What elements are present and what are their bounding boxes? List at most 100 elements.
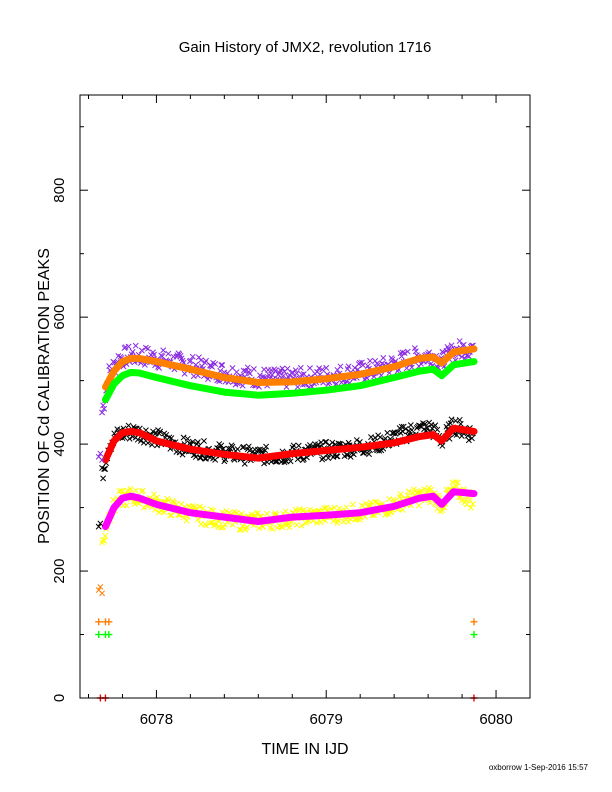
scatter-point-purple <box>219 362 226 368</box>
scatter-point-yellow <box>454 479 461 486</box>
scatter-point-black <box>376 447 383 454</box>
scatter-point-yellow <box>243 524 250 531</box>
scatter-point-yellow <box>272 510 279 517</box>
scatter-point-black <box>290 442 297 449</box>
scatter-point-yellow <box>349 501 356 508</box>
scatter-point-purple <box>156 364 163 371</box>
scatter-point-purple <box>323 364 330 371</box>
scatter-point-purple <box>138 347 145 354</box>
scatter-point-purple <box>306 365 313 372</box>
scatter-point-yellow <box>264 510 271 517</box>
scatter-point-black <box>422 420 429 427</box>
scatter-point-purple <box>189 353 196 360</box>
scatter-point-yellow <box>463 501 470 508</box>
scatter-point-yellow <box>439 507 446 514</box>
scatter-point-yellow <box>102 532 109 539</box>
x-axis-label: TIME IN IJD <box>261 741 348 758</box>
y-tick-label: 800 <box>51 178 68 203</box>
scatter-point-purple <box>218 362 225 369</box>
scatter-point-black <box>325 455 332 462</box>
y-tick-label: 400 <box>51 432 68 457</box>
scatter-point-black <box>432 422 439 429</box>
scatter-point-black <box>240 443 247 450</box>
scatter-point-yellow <box>276 522 283 529</box>
scatter-point-yellow <box>374 499 381 506</box>
fit-line-magenta <box>102 488 478 531</box>
scatter-point-black <box>320 454 327 461</box>
scatter-point-yellow <box>218 524 225 531</box>
scatter-point-black <box>263 443 270 450</box>
scatter-point-purple <box>97 450 104 457</box>
scatter-point-black <box>189 438 196 445</box>
scatter-point-purple <box>293 370 300 377</box>
scatter-point-purple <box>99 409 106 416</box>
scatter-point-black <box>184 435 191 442</box>
fit-line-red <box>102 424 478 464</box>
scatter-point-purple <box>401 350 408 357</box>
scatter-point-black <box>344 452 351 458</box>
scatter-point-black <box>377 434 384 441</box>
scatter-point-black <box>468 435 475 442</box>
scatter-point-purple <box>297 364 304 371</box>
scatter-point-yellow <box>139 487 146 494</box>
scatter-point-yellow <box>237 526 244 533</box>
scatter-point-black <box>434 426 441 433</box>
scatter-point-black <box>180 434 187 441</box>
scatter-point-yellow <box>427 499 434 506</box>
scatter-point-black <box>287 458 294 465</box>
scatter-point-yellow <box>404 492 411 499</box>
scatter-point-yellow <box>196 503 203 510</box>
scatter-point-purple <box>337 363 344 370</box>
scatter-point-purple <box>151 351 157 358</box>
scatter-point-purple <box>319 366 326 373</box>
scatter-point-purple <box>250 366 257 372</box>
scatter-point-yellow <box>293 521 300 528</box>
scatter-point-purple <box>195 354 202 361</box>
scatter-point-yellow <box>363 500 369 507</box>
scatter-point-purple <box>292 367 299 374</box>
scatter-point-purple <box>440 349 447 356</box>
plus-point-orange <box>95 618 103 626</box>
scatter-point-black <box>125 422 132 429</box>
scatter-point-black <box>294 456 301 463</box>
scatter-point-black <box>97 520 104 527</box>
scatter-point-black <box>202 455 208 462</box>
scatter-point-purple <box>448 342 455 349</box>
scatter-point-yellow <box>161 509 168 516</box>
scatter-point-purple <box>359 362 366 369</box>
scatter-point-orange <box>99 590 106 597</box>
plus-point-orange <box>105 618 113 626</box>
fit-line-orange <box>102 345 478 391</box>
scatter-point-purple <box>144 345 151 352</box>
scatter-point-yellow <box>335 517 342 524</box>
scatter-point-black <box>322 439 329 446</box>
scatter-point-yellow <box>260 524 267 530</box>
scatter-point-purple <box>125 343 132 350</box>
scatter-point-yellow <box>321 505 328 512</box>
plus-point-green <box>470 631 478 639</box>
scatter-point-black <box>101 465 108 472</box>
scatter-point-purple <box>129 348 136 355</box>
scatter-point-yellow <box>279 524 286 531</box>
scatter-point-yellow <box>298 522 305 529</box>
scatter-point-purple <box>279 365 286 372</box>
scatter-point-black <box>329 439 336 446</box>
scatter-point-purple <box>380 354 387 361</box>
scatter-point-yellow <box>194 516 201 523</box>
scatter-point-yellow <box>358 502 365 509</box>
scatter-point-yellow <box>285 521 292 527</box>
scatter-point-black <box>334 453 341 460</box>
plus-point-green <box>95 631 103 639</box>
scatter-point-black <box>166 434 173 441</box>
credit-text: oxborrow 1-Sep-2016 15:57 <box>489 763 589 772</box>
scatter-point-yellow <box>123 502 130 509</box>
scatter-point-black <box>333 453 340 460</box>
scatter-point-yellow <box>223 508 230 515</box>
scatter-point-black <box>465 437 472 444</box>
scatter-point-purple <box>197 357 204 364</box>
scatter-point-yellow <box>127 485 134 492</box>
scatter-point-black <box>212 456 219 463</box>
scatter-point-purple <box>458 353 465 360</box>
scatter-point-black <box>306 442 313 449</box>
